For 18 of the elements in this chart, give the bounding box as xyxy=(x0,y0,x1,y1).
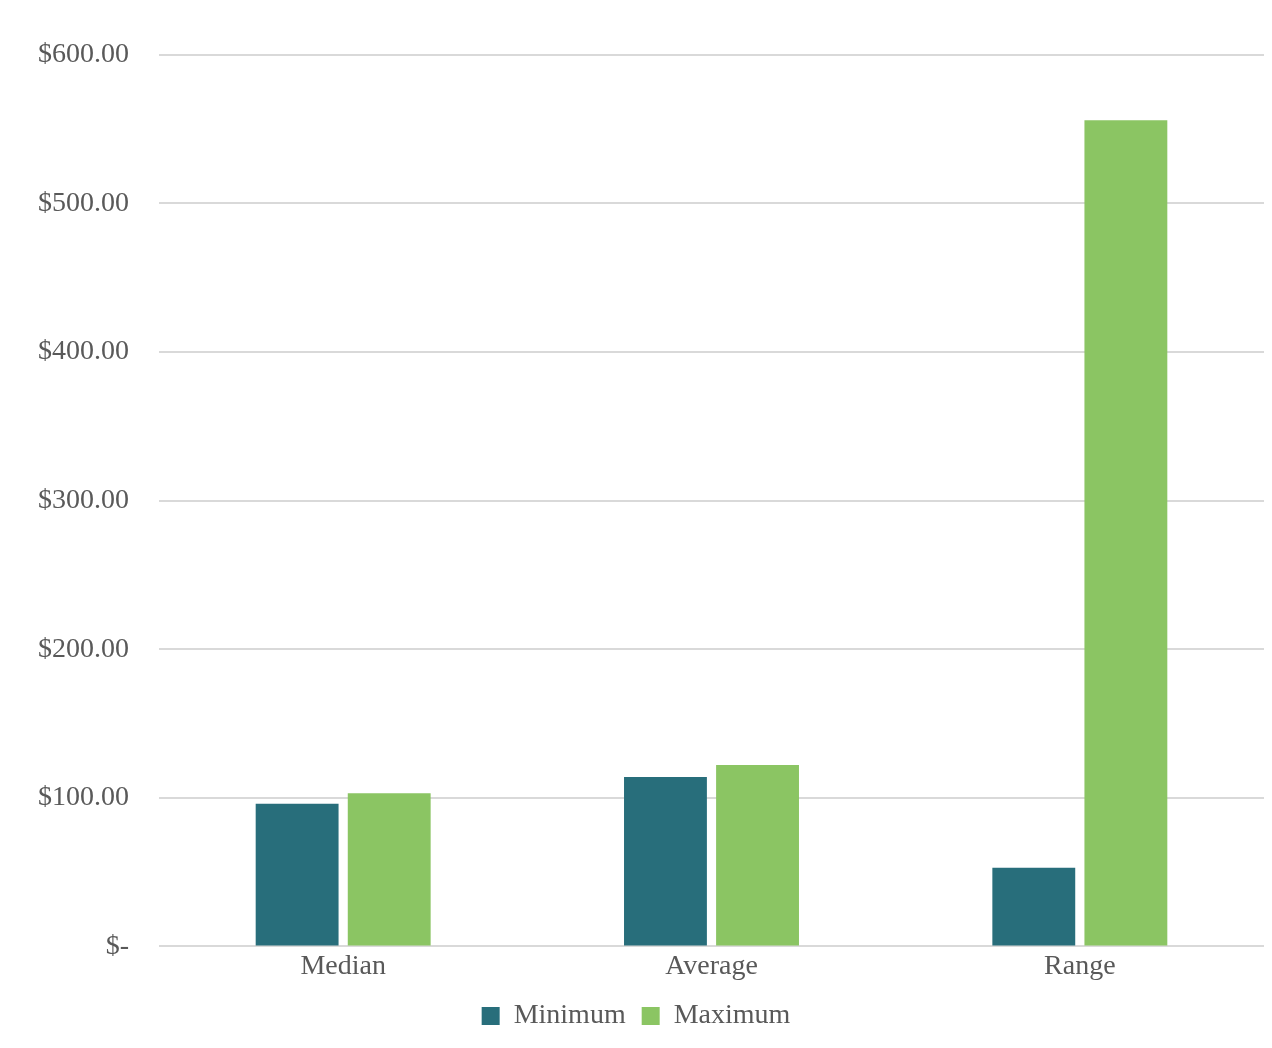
y-tick-label: $100.00 xyxy=(38,780,129,812)
y-tick-label: $400.00 xyxy=(38,334,129,366)
legend-label: Minimum xyxy=(513,998,626,1030)
x-tick-label: Range xyxy=(1044,948,1116,980)
legend-label: Maximum xyxy=(673,998,791,1030)
bar xyxy=(255,803,339,946)
y-tick-label: $500.00 xyxy=(38,185,129,217)
bar xyxy=(624,777,707,946)
y-tick-label: $200.00 xyxy=(38,631,129,663)
y-tick-label: $300.00 xyxy=(38,482,129,514)
x-tick-label: Average xyxy=(665,948,758,980)
x-tick-label: Median xyxy=(300,948,386,980)
bar xyxy=(347,793,431,946)
bar xyxy=(1084,120,1168,946)
bar xyxy=(716,765,799,946)
bar xyxy=(992,867,1076,946)
y-tick-label: $600.00 xyxy=(38,37,129,69)
y-tick-label: $- xyxy=(105,928,129,960)
